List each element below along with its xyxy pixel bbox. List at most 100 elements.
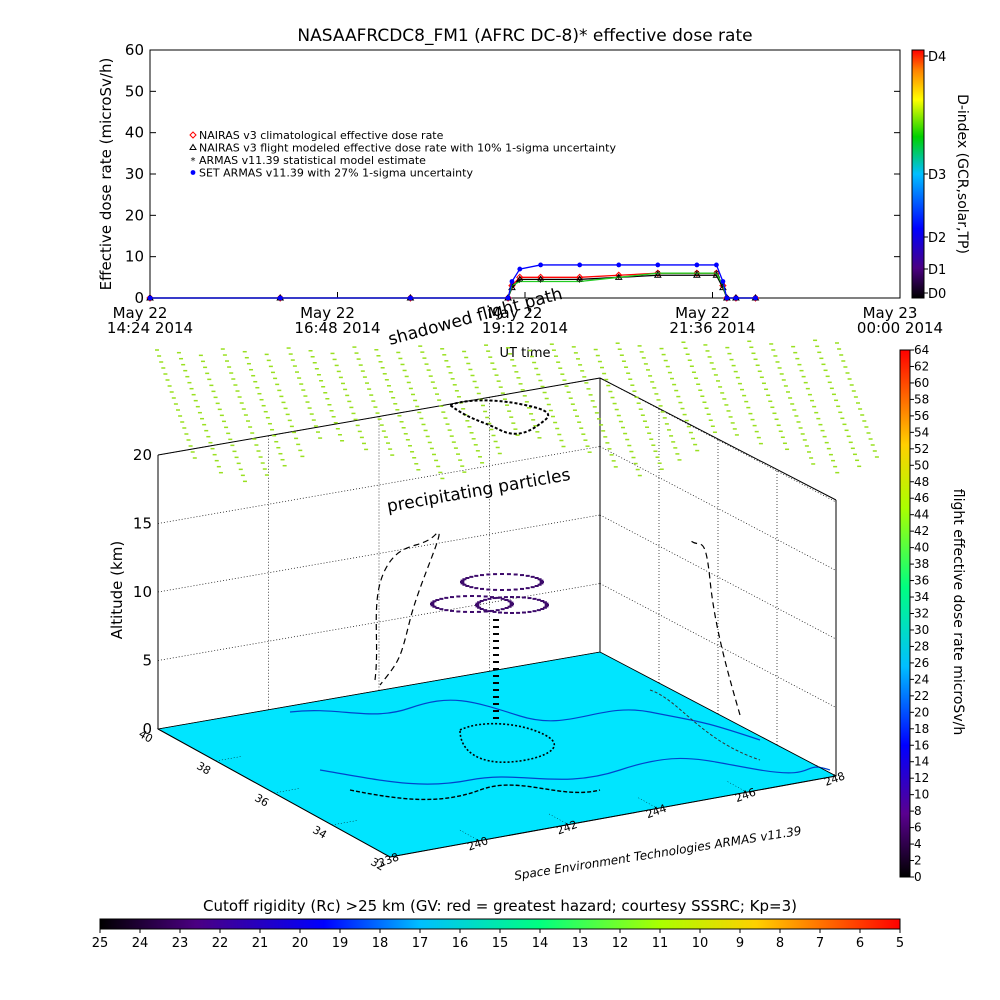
dose-rate-tick-label: 26 bbox=[914, 656, 929, 670]
series-point bbox=[509, 279, 515, 284]
series-line bbox=[150, 264, 756, 299]
annotation-precipitating-particles: precipitating particles bbox=[385, 465, 572, 517]
series-point bbox=[655, 262, 661, 268]
series-point: * bbox=[720, 282, 725, 293]
series-point bbox=[575, 273, 584, 282]
x-tick-label: May 23 bbox=[863, 304, 918, 322]
latitude-ticks: 32 34 36 38 40 bbox=[136, 724, 416, 874]
cutoff-rigidity-tick-label: 18 bbox=[372, 936, 389, 951]
series-point: * bbox=[517, 277, 522, 288]
grid-line bbox=[157, 514, 601, 593]
coastline bbox=[649, 689, 761, 761]
dose-rate-colorbar bbox=[899, 349, 911, 878]
dose-rate-tick-label: 8 bbox=[914, 804, 922, 818]
dose-rate-tick-label: 40 bbox=[914, 541, 929, 555]
series-point: * bbox=[538, 277, 543, 288]
longitude-grid bbox=[637, 797, 658, 809]
cutoff-rigidity-tick-label: 21 bbox=[252, 936, 269, 951]
longitude-grid bbox=[726, 780, 747, 793]
dose-rate-tick-label: 34 bbox=[914, 590, 929, 604]
series-point: * bbox=[616, 273, 621, 284]
x-tick-label: May 22 bbox=[113, 304, 168, 322]
series-point: * bbox=[509, 282, 514, 293]
series-point bbox=[577, 262, 583, 268]
cutoff-rigidity-tick-label: 19 bbox=[332, 936, 349, 951]
longitude-grid bbox=[815, 764, 837, 777]
dose-rate-tick-label: 28 bbox=[914, 639, 929, 653]
d-index-colorbar bbox=[911, 49, 925, 299]
cutoff-rigidity-tick-label: 7 bbox=[816, 936, 824, 951]
series-point: * bbox=[191, 156, 196, 167]
cutoff-rigidity-tick-label: 15 bbox=[492, 936, 509, 951]
coastline bbox=[349, 784, 601, 801]
dose-rate-tick-label: 30 bbox=[914, 623, 929, 637]
grid-line bbox=[599, 583, 837, 708]
latitude-tick-label: 34 bbox=[310, 823, 329, 841]
axis-edge bbox=[389, 775, 837, 858]
dose-rate-tick-label: 38 bbox=[914, 557, 929, 571]
series-point bbox=[505, 295, 511, 301]
series-point bbox=[517, 266, 523, 272]
series-point: * bbox=[694, 269, 699, 280]
latitude-tick-label: 40 bbox=[136, 727, 155, 745]
series-point bbox=[190, 170, 196, 175]
y-tick-label: 40 bbox=[125, 124, 144, 142]
series-point bbox=[724, 295, 730, 301]
axis-edge bbox=[599, 377, 837, 501]
y-tick-label: 30 bbox=[125, 165, 144, 183]
y-tick-label: 60 bbox=[125, 41, 144, 59]
flight-path-shadow-top bbox=[447, 399, 550, 435]
dose-rate-tick-label: 2 bbox=[914, 854, 922, 868]
altitude-tick-label: 20 bbox=[133, 446, 152, 464]
series-point bbox=[693, 269, 701, 277]
grid-lines bbox=[157, 377, 837, 745]
flight-path-shadow-wall bbox=[374, 532, 440, 686]
chart-title: NASAAFRCDC8_FM1 (AFRC DC-8)* effective d… bbox=[297, 26, 752, 46]
altitude-axis-label: Altitude (km) bbox=[108, 541, 126, 639]
series-point bbox=[654, 269, 662, 277]
dose-rate-tick-label: 20 bbox=[914, 705, 929, 719]
d-index-tick-label: D0 bbox=[928, 287, 946, 302]
grid-line bbox=[599, 514, 837, 640]
top-y-ticks: 0 10 20 30 40 50 60 bbox=[125, 41, 900, 307]
dose-rate-tick-label: 46 bbox=[914, 491, 929, 505]
series-point bbox=[753, 295, 758, 301]
series-point bbox=[189, 131, 197, 139]
dose-rate-tick-label: 50 bbox=[914, 458, 929, 472]
contour-line bbox=[289, 699, 761, 741]
series-point bbox=[189, 143, 197, 150]
series-point bbox=[720, 279, 726, 284]
cutoff-rigidity-tick-label: 13 bbox=[572, 936, 589, 951]
x-tick-label: May 22 bbox=[675, 304, 730, 322]
x-tick-label: 21:36 2014 bbox=[669, 319, 755, 337]
d-index-tick-label: D1 bbox=[928, 263, 946, 278]
grid-line bbox=[599, 446, 837, 571]
series-point bbox=[277, 295, 283, 301]
dose-rate-ticks: 0246810121416182022242628303234363840424… bbox=[910, 343, 929, 884]
cutoff-rigidity-tick-label: 5 bbox=[896, 936, 904, 951]
dose-rate-tick-label: 10 bbox=[914, 788, 929, 802]
cutoff-rigidity-tick-label: 14 bbox=[532, 936, 549, 951]
d-index-tick-label: D2 bbox=[928, 231, 946, 246]
cutoff-rigidity-bar bbox=[99, 918, 901, 930]
dose-rate-tick-label: 18 bbox=[914, 722, 929, 736]
altitude-tick-label: 15 bbox=[133, 515, 152, 533]
series-point: * bbox=[577, 277, 582, 288]
series-point: * bbox=[714, 269, 719, 280]
series-point bbox=[694, 262, 700, 268]
latitude-grid bbox=[157, 724, 184, 730]
dose-rate-tick-label: 6 bbox=[914, 821, 922, 835]
d-index-label: D-index (GCR,solar,TP) bbox=[954, 94, 970, 254]
latitude-tick-label: 38 bbox=[194, 759, 213, 777]
series-point bbox=[538, 262, 544, 268]
series-line bbox=[150, 272, 756, 299]
cutoff-rigidity-tick-label: 10 bbox=[692, 936, 709, 951]
x-tick-label: 19:12 2014 bbox=[482, 319, 568, 337]
dose-rate-tick-label: 48 bbox=[914, 475, 929, 489]
latitude-grid bbox=[331, 820, 358, 826]
dose-rate-tick-label: 44 bbox=[914, 508, 929, 522]
series-point bbox=[147, 295, 153, 301]
